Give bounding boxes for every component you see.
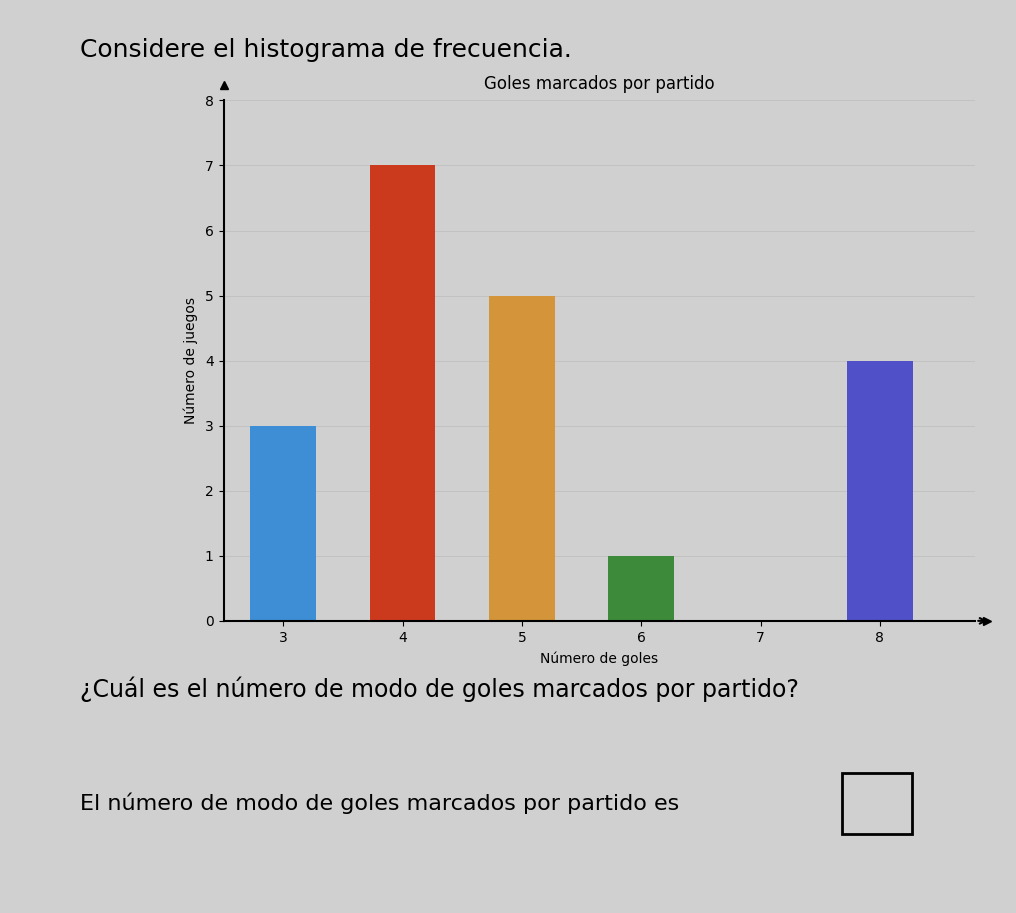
X-axis label: Número de goles: Número de goles [541,652,658,666]
Bar [609,556,674,621]
Bar [250,425,316,621]
Title: Goles marcados por partido: Goles marcados por partido [485,75,714,93]
Text: El número de modo de goles marcados por partido es: El número de modo de goles marcados por … [80,792,680,814]
Text: ¿Cuál es el número de modo de goles marcados por partido?: ¿Cuál es el número de modo de goles marc… [80,677,800,702]
Text: Considere el histograma de frecuencia.: Considere el histograma de frecuencia. [80,38,572,62]
Bar [847,361,912,621]
FancyBboxPatch shape [842,773,912,834]
Y-axis label: Número de juegos: Número de juegos [184,297,198,425]
Bar [489,296,555,621]
Bar [370,165,435,621]
